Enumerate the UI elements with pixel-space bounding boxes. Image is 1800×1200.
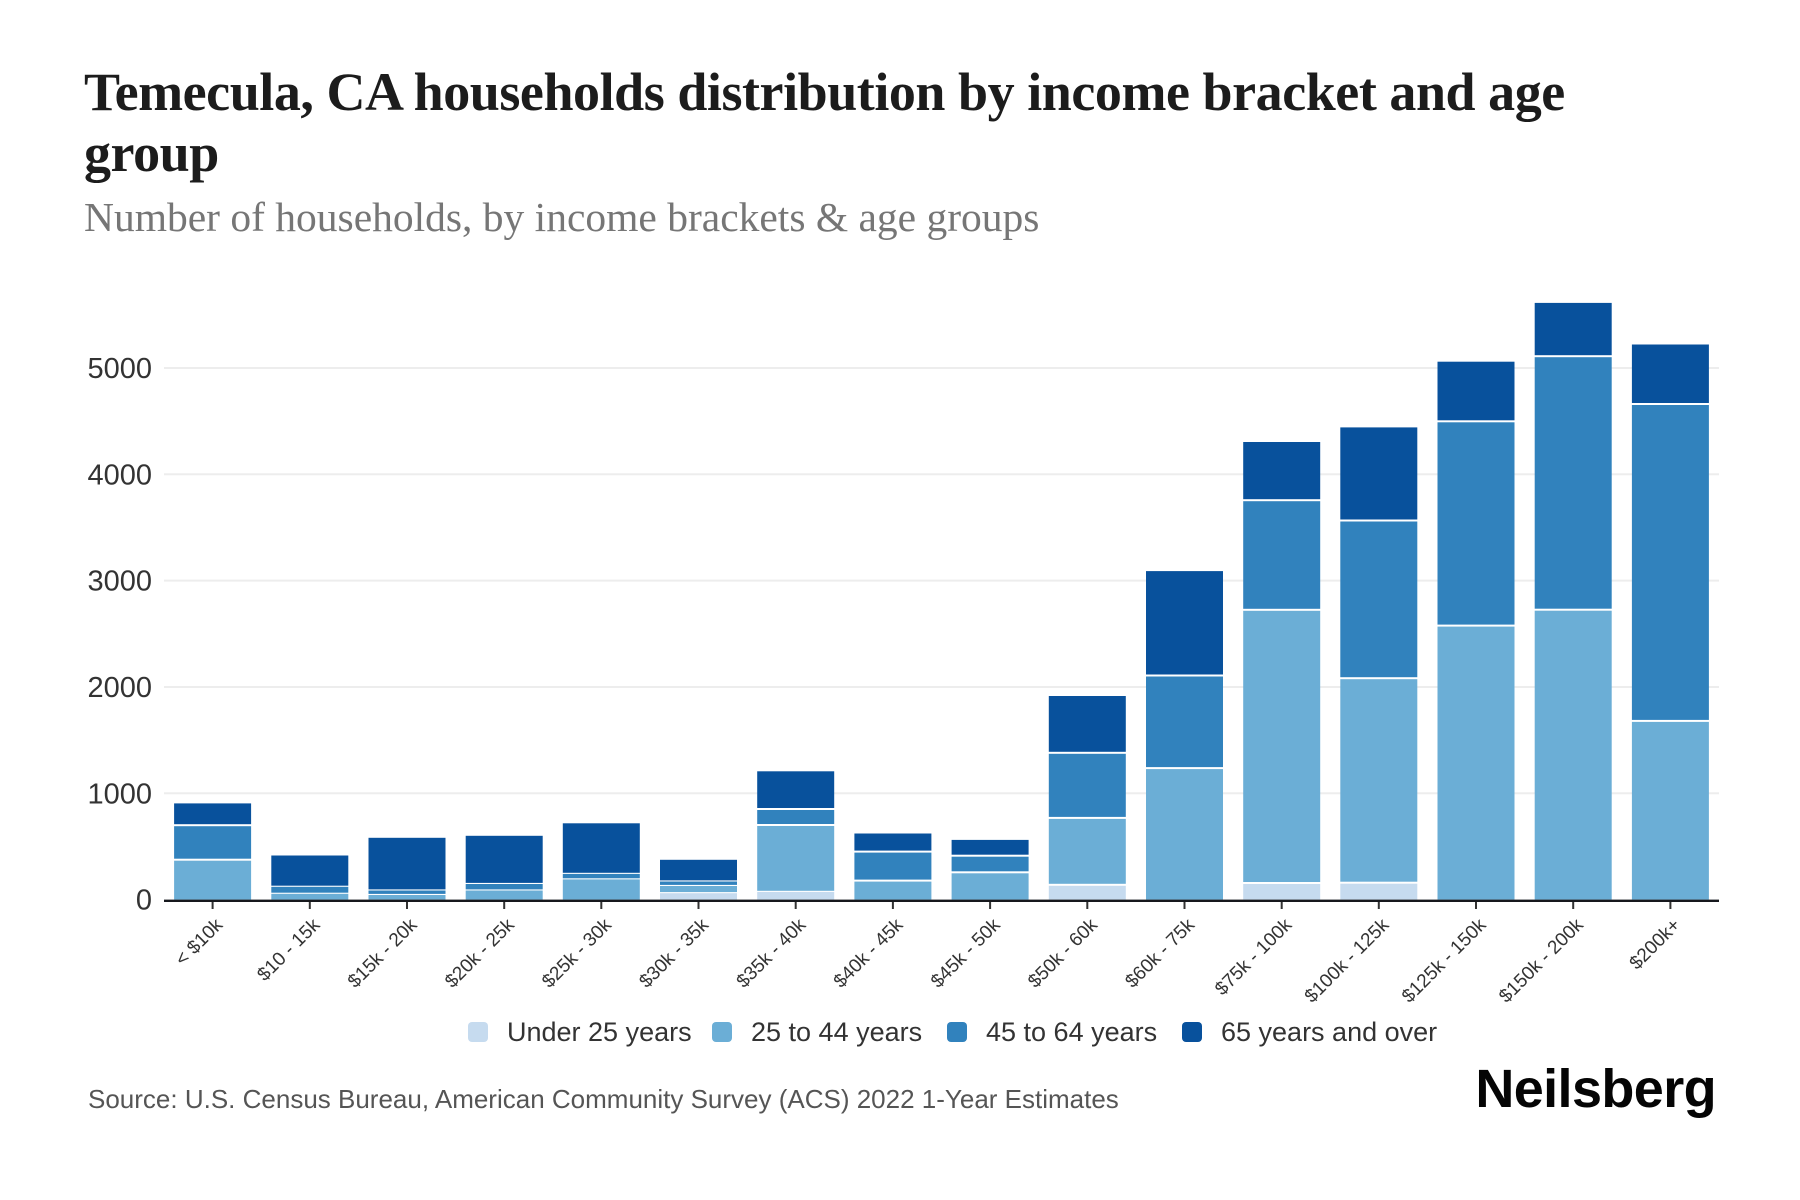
svg-text:45 to 64 years: 45 to 64 years [986,1017,1157,1047]
svg-text:Source: U.S. Census Bureau, Am: Source: U.S. Census Bureau, American Com… [88,1084,1119,1114]
svg-text:Under 25 years: Under 25 years [507,1017,692,1047]
svg-text:Number of households, by incom: Number of households, by income brackets… [84,194,1039,240]
svg-text:4000: 4000 [87,459,152,491]
svg-text:65 years and over: 65 years and over [1221,1017,1437,1047]
svg-text:1000: 1000 [87,778,152,810]
svg-text:25 to 44 years: 25 to 44 years [751,1017,922,1047]
svg-text:Temecula, CA households distri: Temecula, CA households distribution by … [84,62,1565,122]
svg-text:0: 0 [136,885,152,917]
svg-text:2000: 2000 [87,672,152,704]
svg-text:Neilsberg: Neilsberg [1475,1059,1716,1119]
svg-text:group: group [84,123,219,183]
svg-text:5000: 5000 [87,353,152,385]
svg-text:3000: 3000 [87,566,152,598]
